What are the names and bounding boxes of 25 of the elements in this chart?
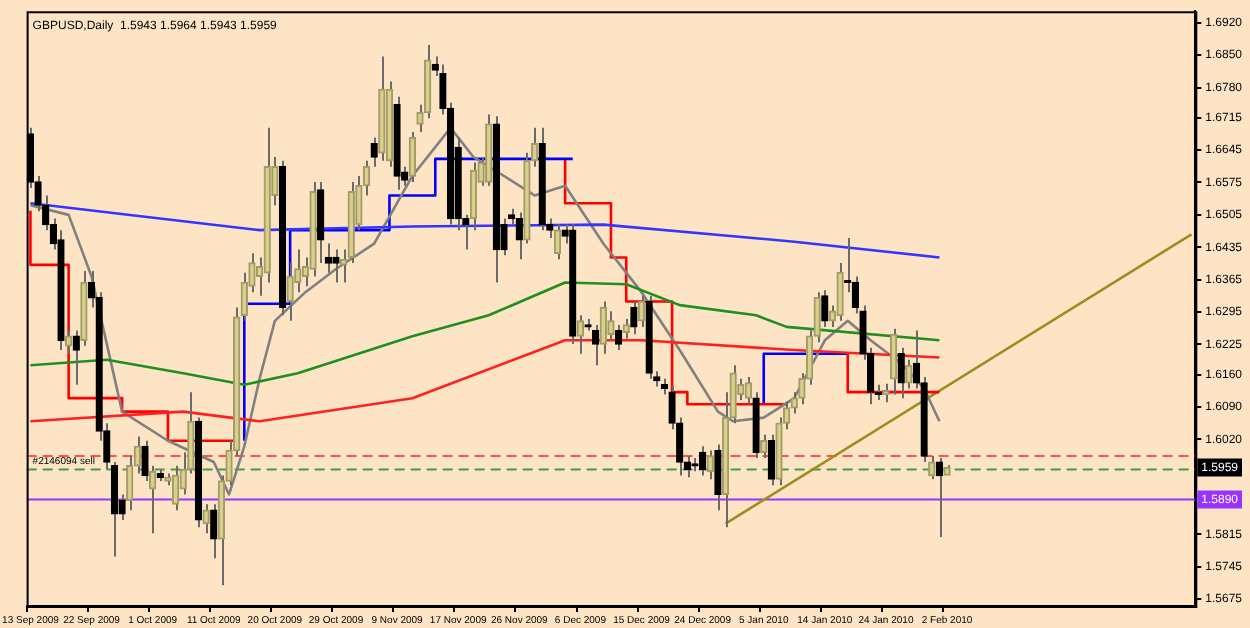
candlestick [744,375,753,406]
candlestick [576,314,585,355]
candlestick [630,300,638,336]
candlestick [882,382,890,404]
candlestick [714,443,722,512]
candlestick [171,464,180,512]
candlestick [592,324,600,367]
candlestick [928,455,936,481]
candlestick [637,294,646,328]
candlestick [553,223,562,261]
candlestick [607,310,615,342]
candlestick [515,211,523,261]
candlestick [760,433,768,459]
candlestick [767,433,776,487]
candlestick [332,248,340,284]
candlestick [836,262,844,322]
candlestick [286,262,294,322]
candlestick [706,449,714,481]
candlestick [370,136,378,168]
candlestick [935,456,944,539]
candlestick [905,358,913,390]
candlestick [408,131,417,183]
candlestick [72,329,80,386]
candlestick [210,503,218,560]
candlestick [141,439,149,483]
